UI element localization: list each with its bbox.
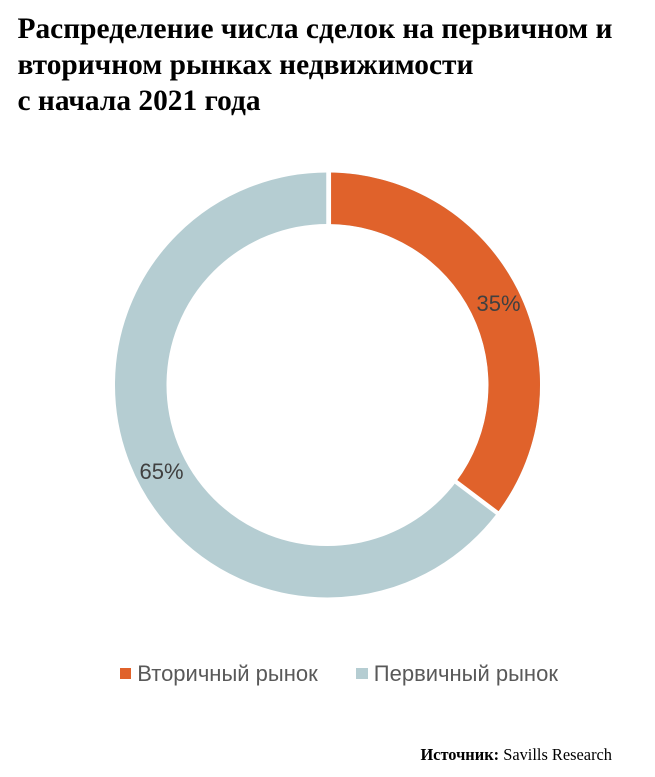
svg-text:65%: 65% xyxy=(139,459,183,484)
svg-text:35%: 35% xyxy=(476,291,520,316)
